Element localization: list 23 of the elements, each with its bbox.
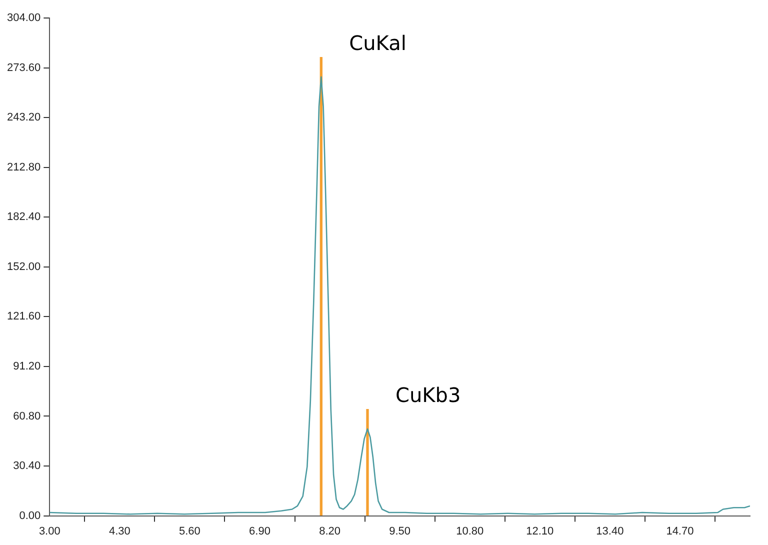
- x-tick-label: 13.40: [596, 525, 624, 538]
- x-tick-label: 6.90: [249, 525, 270, 538]
- y-tick-label: 273.60: [6, 62, 41, 74]
- x-tick-label: 9.50: [389, 525, 411, 538]
- x-tick-label: 3.00: [38, 525, 60, 538]
- y-tick-label: 152.00: [6, 260, 41, 273]
- annotation: CuKal: [349, 31, 406, 56]
- x-tick-label: 14.70: [666, 525, 694, 538]
- y-tick-label: 304.00: [6, 12, 41, 24]
- x-tick-label: 5.60: [179, 525, 200, 538]
- y-tick-label: 243.20: [6, 112, 41, 124]
- y-tick-label: 60.80: [13, 410, 41, 422]
- x-tick-label: 4.30: [108, 525, 130, 538]
- y-tick-label: 121.60: [6, 310, 41, 323]
- annotation: CuKb3: [396, 383, 461, 408]
- x-tick-label: 10.80: [456, 525, 484, 538]
- y-tick-label: 91.20: [13, 360, 41, 372]
- y-tick-label: 212.80: [6, 161, 41, 174]
- x-tick-label: 8.20: [319, 525, 340, 538]
- y-tick-label: 30.40: [13, 460, 41, 472]
- y-tick-label: 182.40: [6, 211, 41, 224]
- x-tick-label: 12.10: [526, 525, 554, 538]
- y-tick-label: 0.00: [19, 510, 41, 522]
